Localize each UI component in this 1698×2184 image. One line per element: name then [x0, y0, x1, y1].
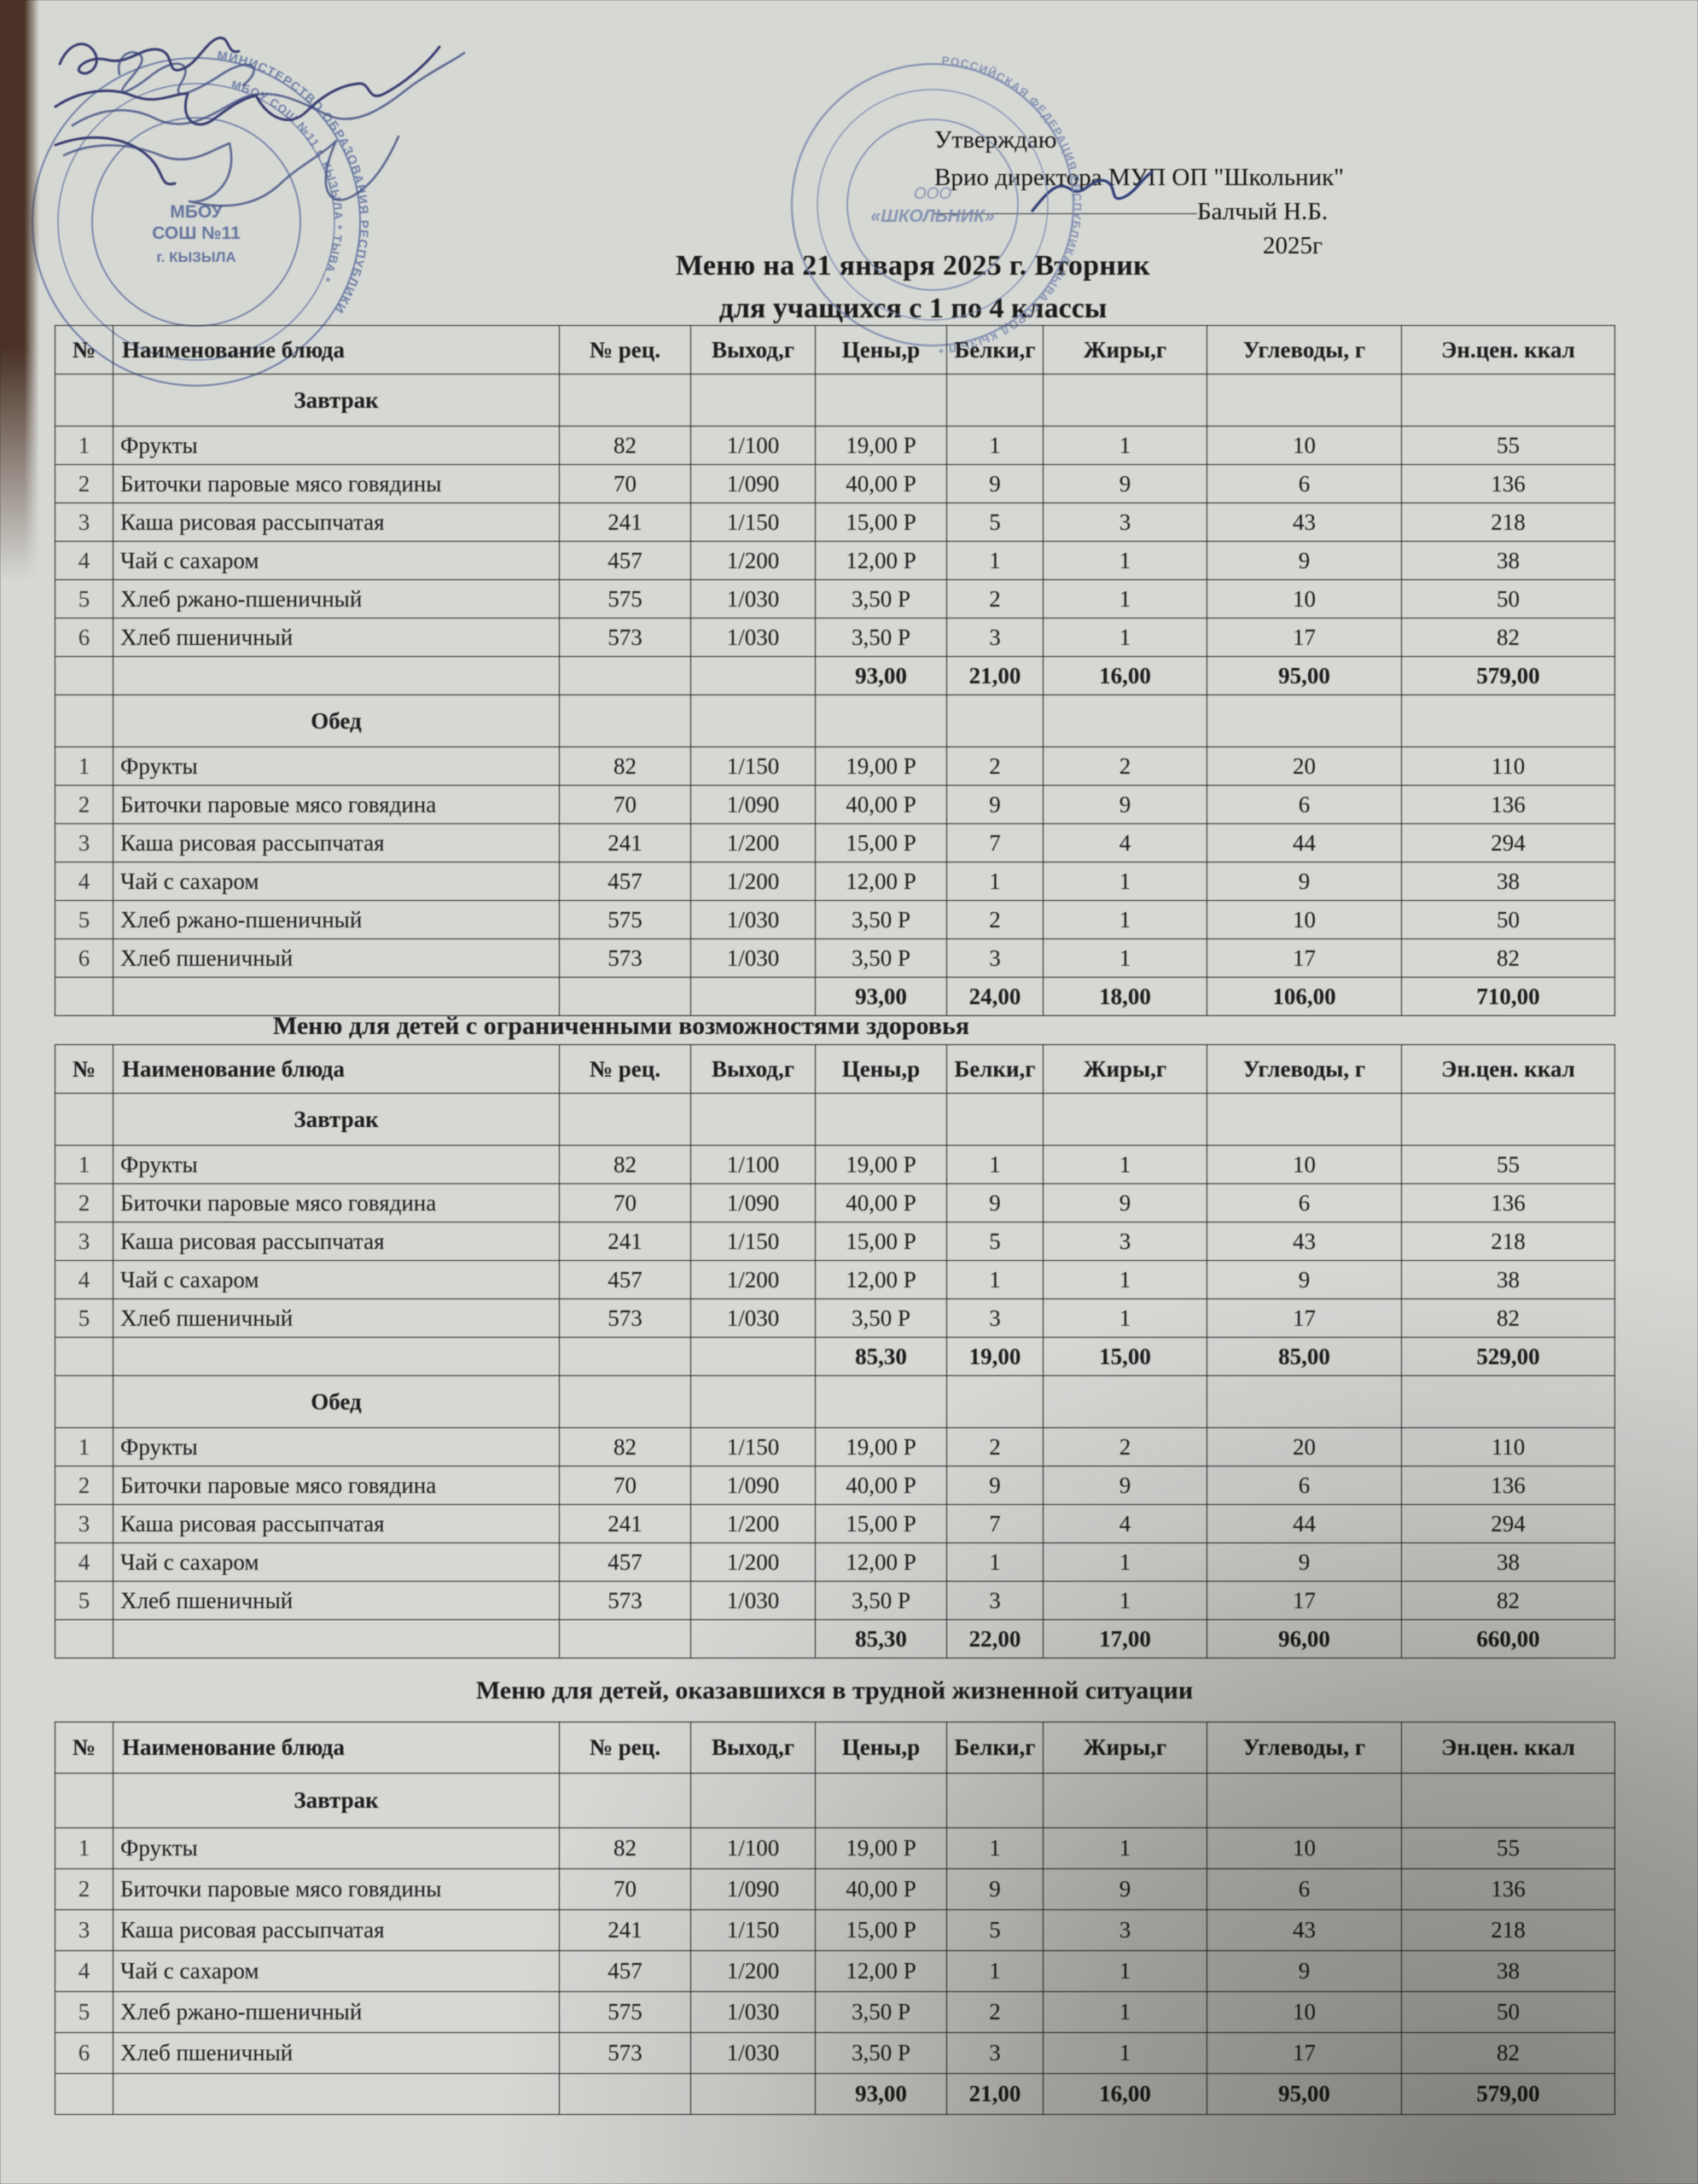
svg-text:РОССИЙСКАЯ ФЕДЕРАЦИЯ РЕСПУБЛИК: РОССИЙСКАЯ ФЕДЕРАЦИЯ РЕСПУБЛИКА ТЫВА ГОР… [938, 54, 1084, 356]
svg-text:«ШКОЛЬНИК»: «ШКОЛЬНИК» [870, 206, 994, 226]
svg-text:ООО: ООО [914, 185, 952, 203]
